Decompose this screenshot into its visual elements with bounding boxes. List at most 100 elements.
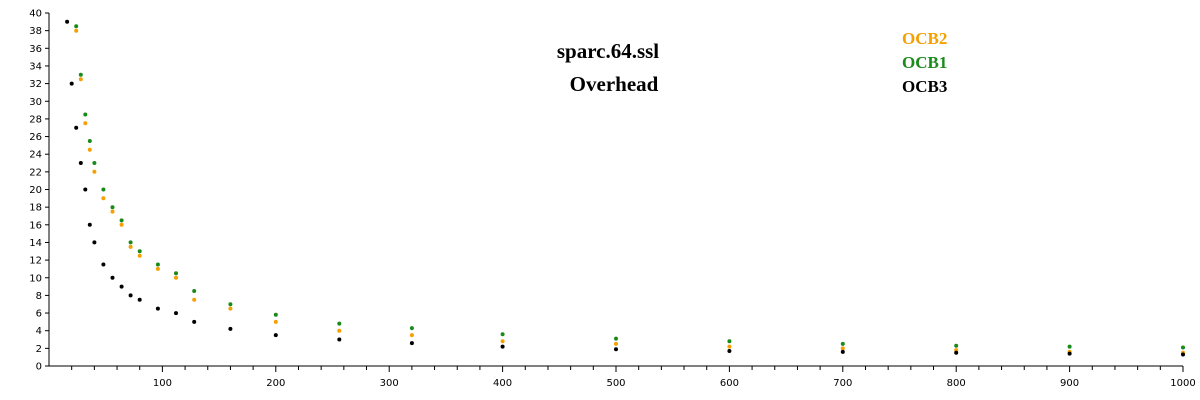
x-tick-label: 900 (1060, 378, 1079, 389)
y-tick-label: 18 (29, 203, 42, 214)
data-point (119, 222, 124, 227)
data-point (727, 349, 732, 353)
data-point (500, 344, 505, 349)
data-point (192, 297, 197, 302)
data-point (87, 222, 92, 227)
data-point (110, 209, 115, 214)
data-point (228, 306, 233, 311)
legend-entry-ocb2: OCB2 (902, 29, 947, 48)
data-point (614, 341, 618, 346)
data-point (78, 77, 83, 82)
data-point (840, 349, 845, 354)
x-tick-label: 1000 (1170, 378, 1195, 389)
data-point (273, 312, 278, 317)
y-tick-label: 20 (29, 185, 42, 196)
data-point (92, 240, 97, 245)
x-tick-label: 700 (833, 378, 852, 389)
y-tick-label: 0 (36, 362, 42, 373)
y-tick-label: 4 (36, 326, 42, 337)
y-tick-label: 14 (29, 238, 42, 249)
y-tick-label: 24 (29, 150, 42, 161)
data-point (409, 333, 414, 338)
legend: OCB2 OCB1 OCB3 (902, 29, 947, 96)
y-tick-label: 12 (29, 256, 42, 267)
legend-entry-ocb1: OCB1 (902, 53, 947, 72)
data-point (1067, 351, 1072, 356)
data-point (840, 346, 845, 351)
data-point (101, 262, 106, 267)
data-point (337, 321, 342, 326)
data-point (500, 339, 505, 344)
data-point (83, 187, 88, 192)
data-point (137, 297, 142, 302)
data-point (273, 319, 278, 324)
axes: 0246810121416182022242628303234363840100… (29, 9, 1195, 390)
data-point (128, 244, 133, 249)
data-point (137, 249, 142, 254)
data-point (614, 347, 618, 352)
data-point (101, 196, 106, 201)
series-ocb1 (74, 24, 1185, 350)
y-tick-label: 10 (29, 273, 42, 284)
series-ocb3 (65, 19, 1185, 357)
data-point (83, 121, 88, 126)
data-point (137, 253, 142, 258)
data-point (119, 284, 124, 289)
y-tick-label: 38 (29, 26, 42, 37)
data-point (74, 24, 79, 29)
data-point (1067, 344, 1072, 349)
data-point (174, 311, 178, 316)
data-point (409, 326, 414, 331)
data-point (83, 112, 88, 117)
data-point (87, 139, 92, 143)
data-point (192, 289, 197, 293)
data-point (500, 332, 505, 337)
data-point (155, 306, 160, 311)
chart-title: sparc.64.ssl (557, 39, 659, 63)
x-tick-label: 300 (380, 378, 399, 389)
y-tick-label: 2 (36, 344, 42, 355)
data-point (119, 218, 124, 223)
data-point (1181, 352, 1185, 357)
data-point (69, 81, 74, 86)
data-point (65, 19, 70, 24)
data-point (192, 319, 197, 324)
x-tick-label: 800 (947, 378, 966, 389)
data-point (78, 72, 83, 77)
y-tick-label: 8 (36, 291, 42, 302)
data-point (174, 275, 178, 280)
x-tick-label: 200 (266, 378, 285, 389)
data-point (727, 344, 732, 349)
data-point (1181, 345, 1185, 350)
data-point (101, 187, 106, 192)
data-point (409, 341, 414, 346)
data-point (174, 271, 178, 276)
data-point (228, 326, 233, 331)
y-tick-label: 28 (29, 114, 42, 125)
y-tick-label: 26 (29, 132, 42, 143)
y-tick-label: 22 (29, 167, 42, 178)
data-points (65, 19, 1185, 357)
data-point (614, 336, 618, 341)
data-point (78, 161, 83, 165)
data-point (155, 262, 160, 267)
data-point (954, 343, 959, 348)
data-point (840, 341, 845, 346)
y-tick-label: 16 (29, 220, 42, 231)
data-point (273, 333, 278, 338)
data-point (110, 205, 115, 210)
data-point (128, 293, 133, 298)
y-tick-label: 36 (29, 44, 42, 55)
data-point (87, 147, 92, 152)
data-point (337, 328, 342, 333)
data-point (128, 240, 133, 245)
data-point (74, 28, 79, 33)
y-tick-label: 30 (29, 97, 42, 108)
y-tick-label: 34 (29, 61, 42, 72)
chart-subtitle: Overhead (570, 72, 659, 96)
data-point (92, 169, 97, 174)
data-point (337, 337, 342, 342)
data-point (727, 339, 732, 344)
x-tick-label: 400 (493, 378, 512, 389)
